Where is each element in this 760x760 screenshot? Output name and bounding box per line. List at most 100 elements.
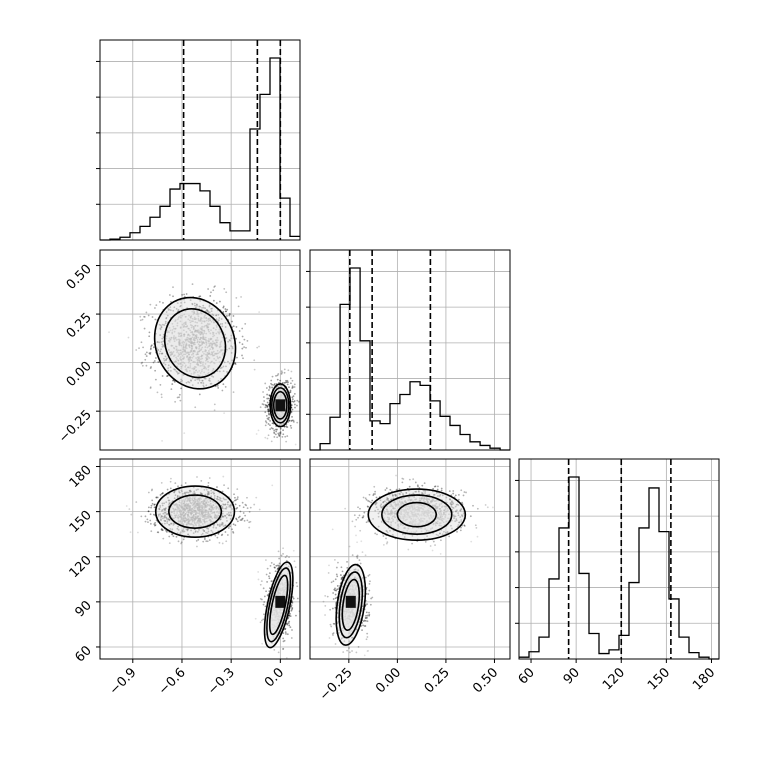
- sample-point: [268, 413, 271, 416]
- sample-point: [246, 507, 249, 510]
- sample-point: [233, 493, 235, 496]
- sample-point: [297, 400, 300, 403]
- sample-point: [285, 554, 288, 557]
- sample-point: [246, 340, 249, 342]
- sample-point: [448, 490, 451, 493]
- sample-point: [287, 622, 290, 625]
- sample-point: [268, 412, 270, 415]
- sample-point: [260, 619, 263, 622]
- sample-point: [236, 496, 239, 499]
- sample-point: [257, 429, 260, 432]
- sample-point: [160, 393, 163, 396]
- sample-point: [436, 488, 439, 491]
- sample-point: [154, 369, 157, 372]
- sample-point: [278, 434, 281, 437]
- sample-point: [360, 540, 363, 543]
- sample-point: [233, 362, 236, 365]
- sample-point: [147, 491, 150, 494]
- sample-point: [202, 540, 205, 543]
- sample-point: [214, 534, 217, 537]
- sample-point: [161, 375, 164, 377]
- panel-2-content: [322, 474, 494, 657]
- sample-point: [241, 501, 244, 504]
- sample-point: [398, 488, 401, 491]
- sample-point: [183, 432, 186, 435]
- sample-point: [151, 502, 154, 505]
- sample-point: [270, 427, 273, 429]
- sample-point: [168, 535, 171, 538]
- sample-point: [287, 369, 290, 372]
- sample-point: [264, 605, 267, 608]
- sample-point: [217, 533, 220, 535]
- sample-point: [437, 485, 439, 488]
- sample-point: [433, 485, 436, 488]
- sample-point: [241, 347, 244, 350]
- sample-point: [160, 528, 163, 531]
- sample-point: [249, 520, 252, 523]
- sample-point: [432, 487, 435, 490]
- hist-0-steps: [100, 57, 300, 241]
- sample-point: [346, 560, 348, 563]
- sample-point: [236, 498, 239, 500]
- sample-point: [292, 549, 295, 552]
- sample-point: [261, 642, 264, 645]
- sample-point: [217, 387, 220, 389]
- sample-point: [456, 530, 458, 533]
- sample-point: [287, 381, 289, 384]
- sample-point: [258, 508, 261, 511]
- sample-point: [278, 432, 281, 434]
- sample-point: [286, 379, 289, 382]
- sample-point: [180, 541, 183, 544]
- sample-point: [370, 597, 372, 600]
- sample-point: [207, 288, 210, 290]
- sample-point: [255, 433, 258, 435]
- sample-point: [474, 524, 477, 527]
- sample-point: [231, 528, 233, 531]
- sample-point: [264, 382, 267, 385]
- sample-point: [228, 313, 231, 316]
- sample-point: [154, 378, 157, 381]
- sample-point: [266, 581, 268, 583]
- sample-point: [140, 341, 143, 344]
- sample-point: [280, 554, 283, 557]
- panel-2-frame: [309, 458, 511, 660]
- sample-point: [222, 305, 225, 308]
- sample-point: [414, 481, 417, 484]
- sample-point: [276, 564, 279, 567]
- sample-point: [141, 361, 144, 364]
- sample-point: [291, 629, 293, 631]
- sample-point: [341, 576, 344, 579]
- sample-point: [161, 529, 164, 532]
- contour-line-3: [341, 578, 361, 632]
- sample-point: [196, 476, 198, 478]
- sample-point: [366, 620, 369, 623]
- sample-point: [204, 537, 206, 539]
- sample-point: [463, 525, 466, 527]
- sample-point: [207, 485, 210, 487]
- sample-point: [227, 487, 230, 490]
- sample-point: [277, 651, 280, 654]
- sample-point: [242, 506, 245, 509]
- sample-point: [267, 397, 270, 400]
- sample-point: [160, 396, 163, 399]
- sample-point: [206, 540, 209, 543]
- sample-point: [234, 524, 237, 527]
- sample-point: [268, 385, 271, 388]
- sample-point: [357, 516, 359, 519]
- sample-point: [273, 431, 275, 434]
- sample-point: [333, 622, 336, 625]
- sample-point: [172, 286, 174, 289]
- sample-point: [218, 541, 221, 544]
- sample-point: [281, 435, 284, 438]
- sample-point: [236, 506, 239, 509]
- sample-point: [214, 285, 216, 288]
- sample-point: [368, 493, 371, 496]
- sample-point: [271, 383, 274, 386]
- sample-point: [448, 535, 451, 538]
- sample-point: [213, 409, 216, 412]
- density-peak: [275, 595, 286, 608]
- sample-point: [359, 507, 361, 510]
- sample-point: [374, 493, 376, 495]
- sample-point: [236, 488, 239, 491]
- sample-point: [198, 393, 201, 396]
